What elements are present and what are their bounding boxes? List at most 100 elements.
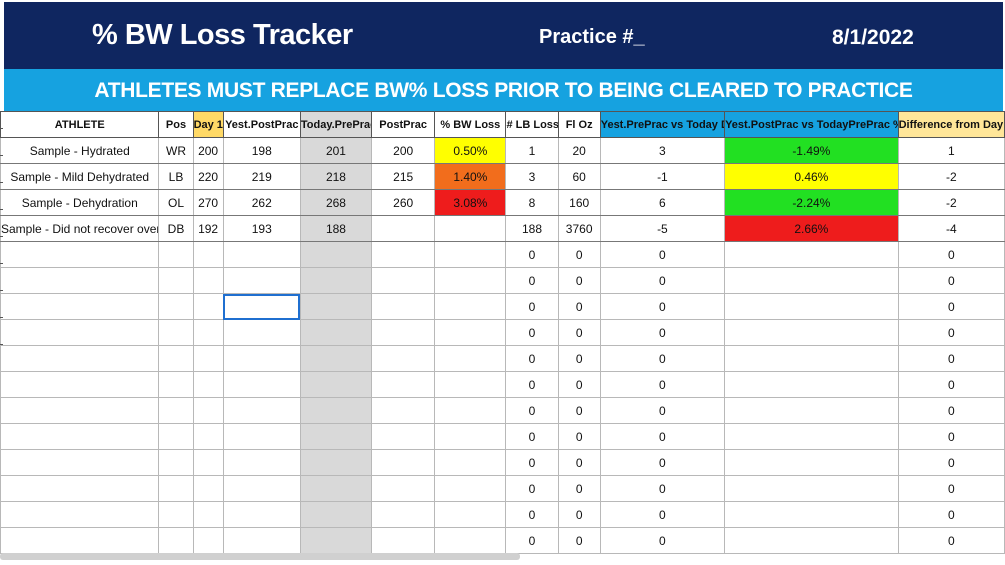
col-header-yest-postprac[interactable]: Yest.PostPrac (222, 111, 301, 138)
pos-cell[interactable] (158, 475, 194, 502)
day1-cell[interactable] (192, 267, 224, 294)
practice-number-cell[interactable]: Practice #_ (539, 26, 645, 48)
today-preprac-cell[interactable] (299, 345, 373, 372)
day1-diff-cell[interactable]: 0 (897, 293, 1005, 320)
bw-loss-cell[interactable] (434, 319, 507, 346)
pos-cell[interactable] (158, 345, 194, 372)
day1-diff-cell[interactable]: -4 (897, 215, 1005, 242)
athlete-cell[interactable] (0, 267, 160, 294)
athlete-cell[interactable] (0, 475, 160, 502)
yest-postprac-cell[interactable] (222, 371, 301, 398)
athlete-cell[interactable] (0, 397, 160, 424)
col-header-yest-vs-today-diff[interactable]: Yest.PrePrac vs Today Diff (599, 111, 726, 138)
fl-oz-cell[interactable]: 0 (557, 397, 601, 424)
postprac-cell[interactable] (371, 371, 436, 398)
athlete-cell[interactable] (0, 319, 160, 346)
day1-diff-cell[interactable]: -2 (897, 189, 1005, 216)
athlete-cell[interactable] (0, 501, 160, 528)
lb-loss-cell[interactable]: 8 (505, 189, 559, 216)
yest-postprac-cell[interactable] (222, 423, 301, 450)
diff-cell[interactable]: 0 (599, 371, 726, 398)
pct-diff-cell[interactable] (724, 267, 899, 294)
diff-cell[interactable]: 0 (599, 345, 726, 372)
day1-cell[interactable] (192, 345, 224, 372)
athlete-cell[interactable] (0, 423, 160, 450)
postprac-cell[interactable] (371, 345, 436, 372)
lb-loss-cell[interactable]: 0 (505, 527, 559, 554)
yest-postprac-cell[interactable]: 262 (222, 189, 301, 216)
today-preprac-cell[interactable]: 218 (299, 163, 373, 190)
today-preprac-cell[interactable] (299, 241, 373, 268)
diff-cell[interactable]: 0 (599, 319, 726, 346)
fl-oz-cell[interactable]: 0 (557, 267, 601, 294)
yest-postprac-cell[interactable] (222, 449, 301, 476)
day1-diff-cell[interactable]: 0 (897, 345, 1005, 372)
fl-oz-cell[interactable]: 0 (557, 527, 601, 554)
postprac-cell[interactable]: 215 (371, 163, 436, 190)
pos-cell[interactable]: OL (158, 189, 194, 216)
day1-diff-cell[interactable]: 0 (897, 241, 1005, 268)
day1-diff-cell[interactable]: 0 (897, 267, 1005, 294)
athlete-cell[interactable]: Sample - Did not recover overnight (0, 215, 160, 242)
yest-postprac-cell[interactable] (222, 241, 301, 268)
day1-cell[interactable] (192, 371, 224, 398)
pos-cell[interactable] (158, 293, 194, 320)
day1-cell[interactable] (192, 423, 224, 450)
col-header-bw-loss[interactable]: % BW Loss (434, 111, 507, 138)
fl-oz-cell[interactable]: 60 (557, 163, 601, 190)
pos-cell[interactable] (158, 527, 194, 554)
bw-loss-cell[interactable] (434, 345, 507, 372)
postprac-cell[interactable] (371, 397, 436, 424)
pos-cell[interactable]: WR (158, 137, 194, 164)
yest-postprac-cell[interactable] (222, 267, 301, 294)
diff-cell[interactable]: -5 (599, 215, 726, 242)
pos-cell[interactable] (158, 397, 194, 424)
diff-cell[interactable]: 3 (599, 137, 726, 164)
bw-loss-cell[interactable] (434, 371, 507, 398)
yest-postprac-cell[interactable] (222, 501, 301, 528)
day1-diff-cell[interactable]: -2 (897, 163, 1005, 190)
postprac-cell[interactable] (371, 501, 436, 528)
day1-diff-cell[interactable]: 0 (897, 449, 1005, 476)
pct-diff-cell[interactable] (724, 501, 899, 528)
col-header-postprac[interactable]: PostPrac (371, 111, 436, 138)
postprac-cell[interactable] (371, 527, 436, 554)
pct-diff-cell[interactable] (724, 397, 899, 424)
lb-loss-cell[interactable]: 0 (505, 345, 559, 372)
yest-postprac-cell[interactable]: 219 (222, 163, 301, 190)
day1-diff-cell[interactable]: 0 (897, 475, 1005, 502)
today-preprac-cell[interactable] (299, 501, 373, 528)
diff-cell[interactable]: 6 (599, 189, 726, 216)
col-header-fl-oz[interactable]: Fl Oz (557, 111, 601, 138)
lb-loss-cell[interactable]: 0 (505, 293, 559, 320)
fl-oz-cell[interactable]: 3760 (557, 215, 601, 242)
postprac-cell[interactable]: 200 (371, 137, 436, 164)
athlete-cell[interactable] (0, 241, 160, 268)
postprac-cell[interactable] (371, 241, 436, 268)
day1-diff-cell[interactable]: 0 (897, 501, 1005, 528)
col-header-pos[interactable]: Pos (158, 111, 194, 138)
pct-diff-cell[interactable] (724, 345, 899, 372)
day1-diff-cell[interactable]: 1 (897, 137, 1005, 164)
day1-cell[interactable]: 200 (192, 137, 224, 164)
day1-cell[interactable] (192, 293, 224, 320)
postprac-cell[interactable] (371, 215, 436, 242)
yest-postprac-cell[interactable] (222, 475, 301, 502)
today-preprac-cell[interactable] (299, 319, 373, 346)
pct-diff-cell[interactable]: 0.46% (724, 163, 899, 190)
day1-cell[interactable]: 220 (192, 163, 224, 190)
postprac-cell[interactable] (371, 475, 436, 502)
col-header-diff-day1[interactable]: Difference from Day 1 (897, 111, 1005, 138)
athlete-cell[interactable]: Sample - Mild Dehydrated (0, 163, 160, 190)
yest-postprac-cell[interactable] (222, 319, 301, 346)
yest-postprac-cell[interactable] (222, 397, 301, 424)
bw-loss-cell[interactable] (434, 293, 507, 320)
pct-diff-cell[interactable] (724, 423, 899, 450)
bw-loss-cell[interactable] (434, 241, 507, 268)
diff-cell[interactable]: 0 (599, 241, 726, 268)
diff-cell[interactable]: 0 (599, 449, 726, 476)
fl-oz-cell[interactable]: 0 (557, 345, 601, 372)
today-preprac-cell[interactable] (299, 475, 373, 502)
day1-diff-cell[interactable]: 0 (897, 397, 1005, 424)
lb-loss-cell[interactable]: 0 (505, 475, 559, 502)
